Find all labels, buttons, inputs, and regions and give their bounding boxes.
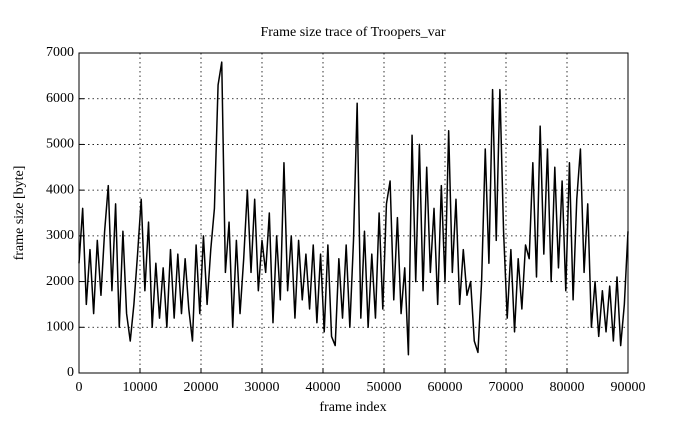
x-tick-label: 10000 <box>123 380 158 395</box>
chart-title: Frame size trace of Troopers_var <box>260 25 445 40</box>
x-tick-label: 20000 <box>184 380 219 395</box>
y-tick-label: 4000 <box>46 182 74 197</box>
x-tick-label: 70000 <box>489 380 524 395</box>
y-tick-label: 5000 <box>46 137 74 152</box>
x-tick-label: 90000 <box>611 380 646 395</box>
y-tick-label: 6000 <box>46 91 74 106</box>
x-tick-label: 40000 <box>306 380 341 395</box>
y-tick-label: 1000 <box>46 320 74 335</box>
x-tick-label: 50000 <box>367 380 402 395</box>
trace-line <box>78 61 629 356</box>
x-axis-label: frame index <box>319 400 386 415</box>
y-axis-label: frame size [byte] <box>12 166 27 261</box>
y-tick-label: 3000 <box>46 228 74 243</box>
y-tick-label: 7000 <box>46 45 74 60</box>
x-tick-label: 60000 <box>428 380 463 395</box>
x-tick-label: 80000 <box>550 380 585 395</box>
x-tick-label: 30000 <box>245 380 280 395</box>
y-tick-label: 0 <box>67 365 74 380</box>
x-tick-label: 0 <box>76 380 83 395</box>
y-tick-label: 2000 <box>46 274 74 289</box>
